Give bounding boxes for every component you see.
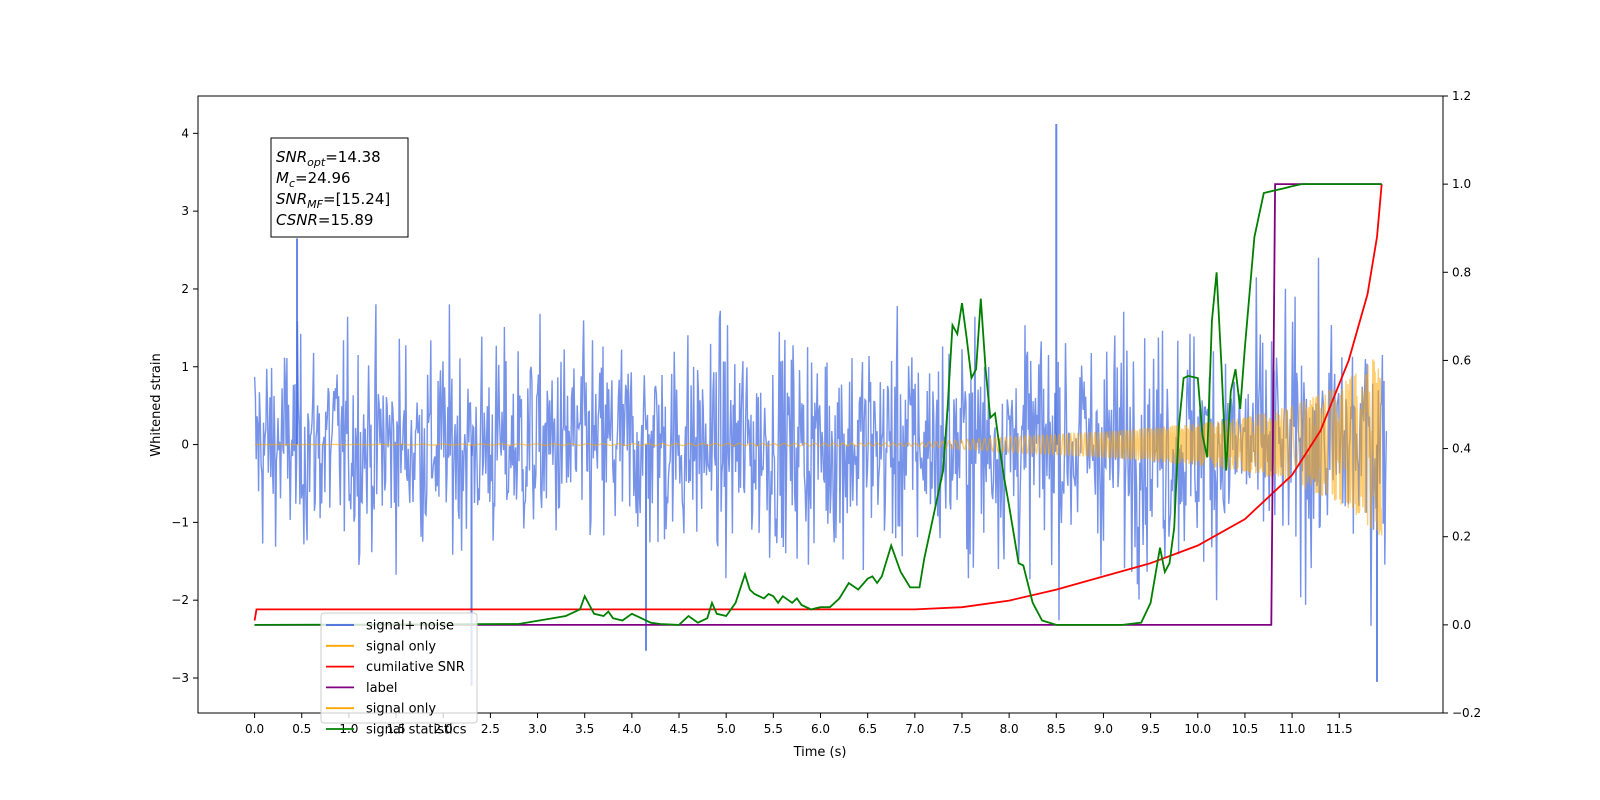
y2-tick-label: 0.0: [1452, 618, 1471, 632]
x-tick-label: 11.5: [1326, 722, 1353, 736]
annotation-frame: [270, 137, 409, 238]
legend-label: label: [366, 681, 397, 696]
x-tick-label: 6.5: [858, 722, 877, 736]
y-axis-right: −0.2 0.0 0.2 0.4 0.6 0.8 1.0 1.2: [1443, 89, 1481, 720]
x-tick-label: 9.5: [1141, 722, 1160, 736]
annotation-line: Mc=24.96: [276, 169, 351, 190]
x-tick-label: 4.0: [622, 722, 641, 736]
legend: signal+ noise signal only cumilative SNR la…: [320, 612, 478, 738]
x-tick-label: 3.0: [528, 722, 547, 736]
y2-tick-label: 0.6: [1452, 353, 1471, 367]
series-signal-statistics: [254, 183, 1382, 626]
plot-area: [253, 124, 1388, 686]
x-tick-label: 7.0: [905, 722, 924, 736]
x-tick-label: 0.0: [245, 722, 264, 736]
x-tick-label: 8.0: [1000, 722, 1019, 736]
annotation-line: SNRMF=[15.24]: [276, 190, 390, 211]
y-tick-label: 0: [181, 438, 189, 452]
legend-label: signal only: [366, 639, 436, 654]
y-tick-label: 1: [181, 360, 189, 374]
y2-tick-label: 1.2: [1452, 89, 1471, 103]
x-tick-label: 6.0: [811, 722, 830, 736]
x-tick-label: 0.5: [292, 722, 311, 736]
x-tick-label: 9.0: [1094, 722, 1113, 736]
x-axis: 0.0 0.5 1.0 1.5 2.0 2.5 3.0 3.5 4.0 4.5 5.0 5.5 6.0 6…: [245, 713, 1353, 736]
y2-tick-label: −0.2: [1452, 706, 1481, 720]
x-tick-label: 5.0: [717, 722, 736, 736]
x-tick-label: 11.0: [1279, 722, 1306, 736]
x-tick-label: 5.5: [764, 722, 783, 736]
y2-tick-label: 0.8: [1452, 265, 1471, 279]
y2-tick-label: 0.2: [1452, 530, 1471, 544]
y-axis-left: −3 −2 −1 0 1 2 3 4: [171, 126, 198, 685]
x-axis-label: Time (s): [793, 745, 847, 760]
x-tick-label: 4.5: [669, 722, 688, 736]
y-tick-label: 3: [181, 204, 189, 218]
legend-label: cumilative SNR: [366, 660, 465, 675]
y2-tick-label: 0.4: [1452, 442, 1471, 456]
x-tick-label: 3.5: [575, 722, 594, 736]
x-tick-label: 7.5: [952, 722, 971, 736]
y-tick-label: −2: [171, 593, 189, 607]
x-tick-label: 1.5: [387, 722, 406, 736]
x-tick-label: 10.0: [1184, 722, 1211, 736]
snr-annotation-box: SNRopt=14.38Mc=24.96SNRMF=[15.24]CSNR=15…: [270, 137, 409, 238]
y-axis-label: Whitened strain: [149, 353, 164, 456]
y-tick-label: −3: [171, 671, 189, 685]
x-tick-label: 2.5: [481, 722, 500, 736]
y-tick-label: 2: [181, 282, 189, 296]
y2-tick-label: 1.0: [1452, 177, 1471, 191]
annotation-line: SNRopt=14.38: [276, 148, 381, 169]
legend-label: signal only: [366, 702, 436, 717]
legend-label: signal+ noise: [366, 619, 454, 634]
series-signal-only: [254, 359, 1383, 536]
legend-frame: [320, 612, 478, 724]
series-cumulative-snr: [253, 184, 1383, 621]
legend-label: signal statistics: [366, 723, 467, 738]
x-tick-label: 10.5: [1232, 722, 1259, 736]
x-tick-label: 8.5: [1047, 722, 1066, 736]
y-tick-label: 4: [181, 126, 189, 140]
annotation-line: CSNR=15.89: [276, 211, 373, 229]
y-tick-label: −1: [171, 515, 189, 529]
x-tick-label: 2.0: [434, 722, 453, 736]
